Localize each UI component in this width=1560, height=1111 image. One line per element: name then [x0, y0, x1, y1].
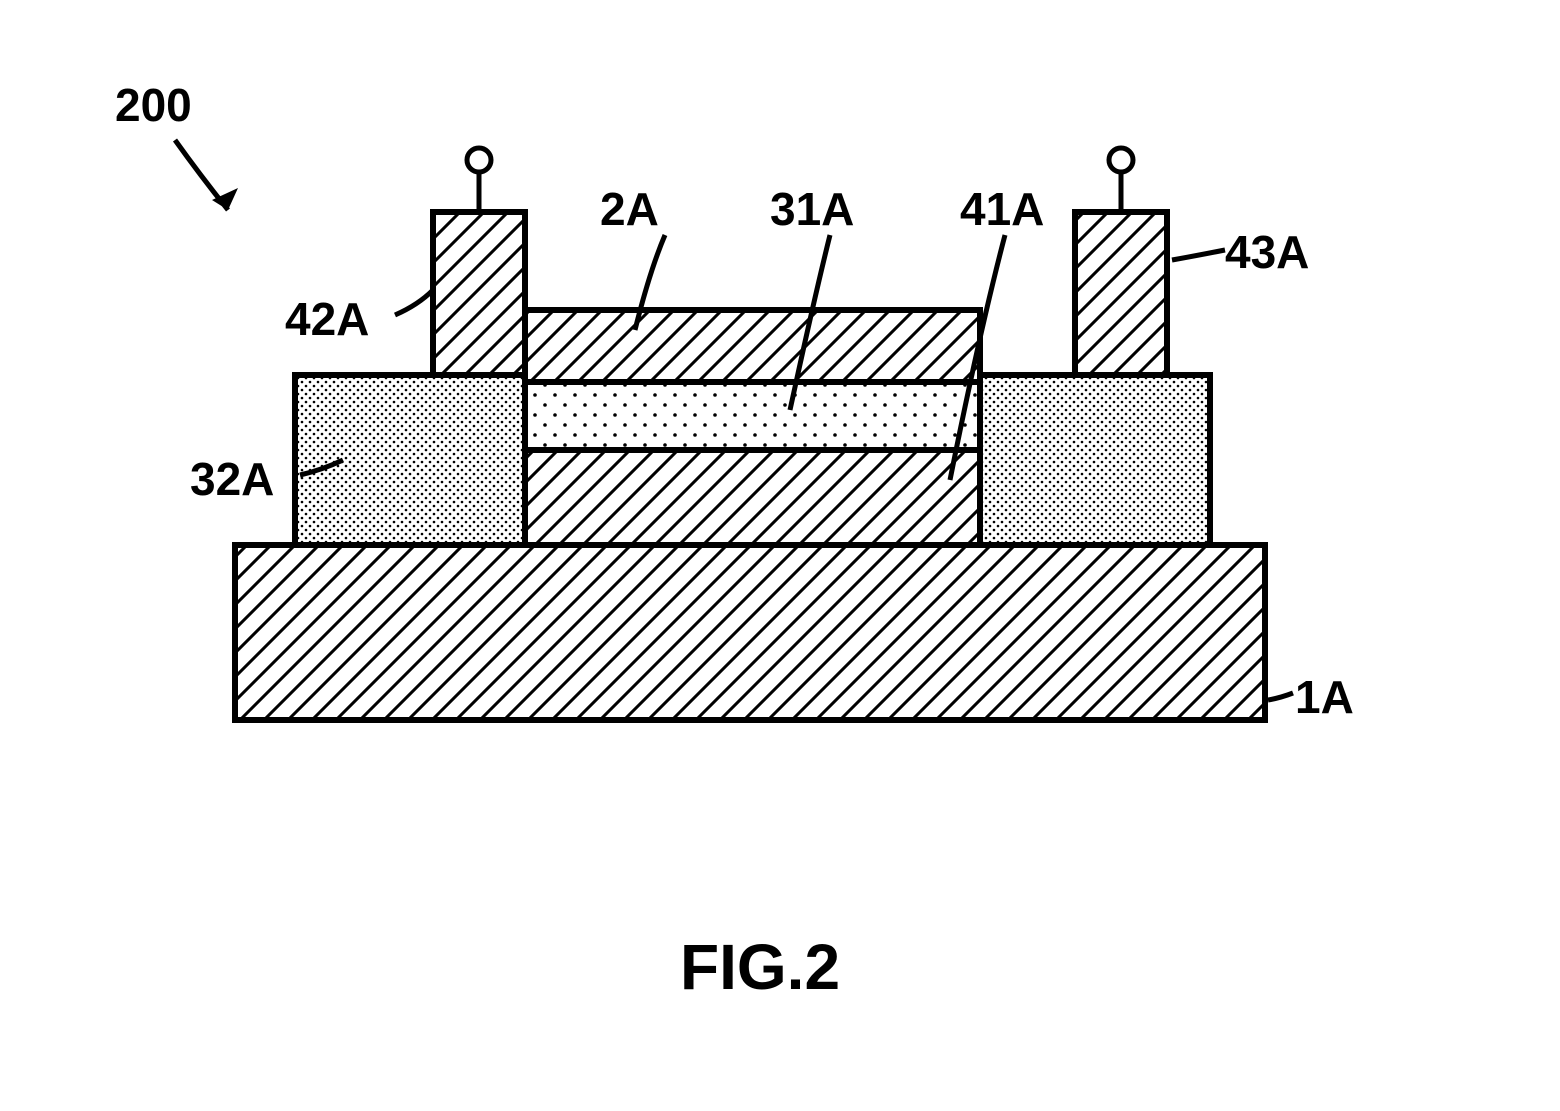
- label-1A: 1A: [1295, 670, 1354, 724]
- electrode-right-43A: [1075, 212, 1167, 375]
- label-43A: 43A: [1225, 225, 1309, 279]
- layer-center-2A: [525, 310, 980, 382]
- terminal-right: [1109, 148, 1133, 172]
- layer-center-31A: [525, 382, 980, 450]
- label-2A: 2A: [600, 182, 659, 236]
- layer-center-41A: [525, 450, 980, 545]
- block-left-32A: [295, 375, 525, 545]
- block-right-32A: [980, 375, 1210, 545]
- layer-substrate-1A: [235, 545, 1265, 720]
- label-31A: 31A: [770, 182, 854, 236]
- label-32A: 32A: [190, 452, 274, 506]
- leader-43A: [1172, 250, 1225, 260]
- label-200: 200: [115, 78, 192, 132]
- leader-1A: [1268, 693, 1293, 700]
- electrode-left-42A: [433, 212, 525, 375]
- figure-title: FIG.2: [680, 930, 840, 1004]
- label-42A: 42A: [285, 292, 369, 346]
- leader-42A: [395, 290, 433, 315]
- label-41A: 41A: [960, 182, 1044, 236]
- terminal-left: [467, 148, 491, 172]
